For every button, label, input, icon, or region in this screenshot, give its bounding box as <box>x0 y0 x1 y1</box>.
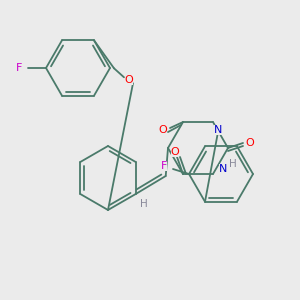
Text: O: O <box>124 75 134 85</box>
Text: F: F <box>161 161 167 171</box>
Text: N: N <box>214 125 222 135</box>
Text: N: N <box>219 164 227 174</box>
Text: H: H <box>140 199 148 209</box>
Text: O: O <box>171 147 179 157</box>
Text: H: H <box>229 159 237 169</box>
Text: F: F <box>16 63 22 73</box>
Text: O: O <box>159 125 167 135</box>
Text: O: O <box>246 138 254 148</box>
